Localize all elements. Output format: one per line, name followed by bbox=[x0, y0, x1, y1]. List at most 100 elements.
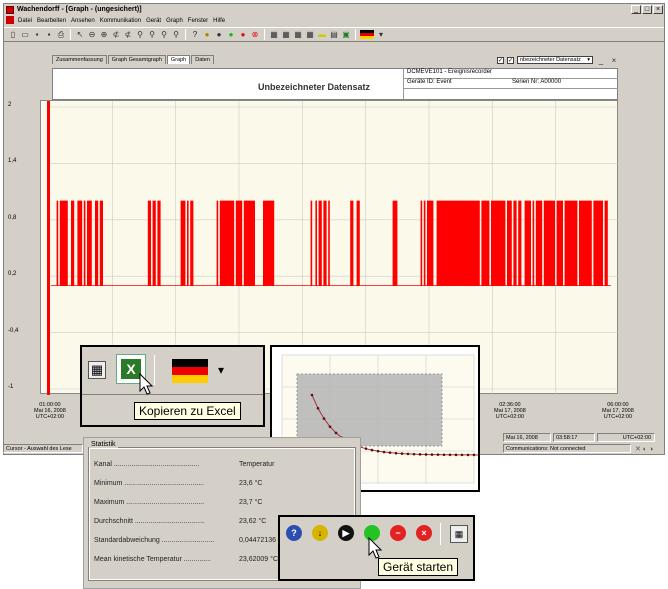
menu-datei[interactable]: Datei bbox=[18, 17, 33, 24]
stat-value: 23,6 °C bbox=[239, 480, 263, 487]
dataset-title: Unbezeichneter Datensatz bbox=[258, 82, 371, 92]
stat-row: Minimum ................................… bbox=[94, 480, 263, 487]
cancel-icon[interactable]: × bbox=[416, 525, 432, 541]
cursor-icon[interactable]: ↖ bbox=[76, 30, 84, 39]
x-tick-label: 06:00:00 Mai 17, 2008 UTC+02:00 bbox=[602, 402, 634, 420]
stat-value: 0,04472136 bbox=[239, 537, 276, 544]
y-axis-bar bbox=[47, 101, 50, 395]
status-cursor: Cursor - Auswahl des Lese bbox=[3, 444, 83, 453]
minimize-button[interactable]: _ bbox=[631, 5, 641, 14]
chevron-down-icon: ▾ bbox=[587, 57, 590, 63]
tab-gesamtgraph[interactable]: Graph Gesamtgraph bbox=[107, 55, 166, 64]
event-series-line bbox=[51, 200, 611, 286]
menu-kommunikation[interactable]: Kommunikation bbox=[99, 17, 142, 24]
play-icon[interactable]: ▶ bbox=[338, 525, 354, 541]
chevron-down-icon[interactable]: ▾ bbox=[378, 30, 383, 39]
status-bar: Cursor - Auswahl des Lese Mai 16, 2008 0… bbox=[3, 433, 665, 455]
stat-label: Standardabweichung bbox=[94, 537, 160, 544]
menu-geraet[interactable]: Gerät bbox=[146, 17, 162, 24]
chevron-down-icon[interactable]: ▾ bbox=[218, 363, 225, 377]
grid-icon[interactable]: ▦ bbox=[270, 30, 278, 39]
note-icon[interactable]: ▬ bbox=[318, 30, 326, 39]
german-flag-icon[interactable] bbox=[360, 30, 374, 39]
toolbar-separator bbox=[154, 355, 155, 385]
dataset-checkbox[interactable]: ✓ bbox=[507, 56, 514, 64]
excel-icon[interactable]: ▣ bbox=[342, 30, 350, 39]
tab-strip: Zusammenfassung Graph Gesamtgraph Graph … bbox=[52, 55, 215, 64]
stop-icon[interactable]: − bbox=[390, 525, 406, 541]
menu-ansehen[interactable]: Ansehen bbox=[71, 17, 95, 24]
status-communications: Communications: Not connected bbox=[503, 444, 631, 453]
y-tick-label: 2 bbox=[8, 102, 12, 108]
zoom-fit-icon[interactable]: ⚲ bbox=[161, 30, 167, 39]
grid-icon[interactable]: ▦ bbox=[294, 30, 302, 39]
curve-point bbox=[370, 448, 374, 452]
x-tick-label: 01:00:00 Mai 16, 2008 UTC+02:00 bbox=[34, 402, 66, 420]
stat-label: Minimum bbox=[94, 480, 123, 487]
status-date: Mai 16, 2008 bbox=[503, 433, 551, 442]
stat-value: Temperatur bbox=[239, 461, 275, 468]
window-controls: _ □ × bbox=[631, 5, 663, 14]
play-icon[interactable]: ● bbox=[216, 30, 222, 39]
window-title: Wachendorff - [Graph - (ungesichert)] bbox=[17, 6, 142, 13]
dataset-dropdown[interactable]: nbezeichneter Datensatz ▾ bbox=[517, 56, 593, 64]
cancel-icon[interactable]: ⊗ bbox=[251, 30, 259, 39]
curve-point bbox=[376, 449, 380, 453]
minimize-panel-icon[interactable]: _ bbox=[598, 55, 604, 65]
zoom-y-icon[interactable]: ⊄ bbox=[124, 30, 132, 39]
curve-point bbox=[460, 453, 464, 457]
start-icon[interactable]: ● bbox=[228, 30, 234, 39]
print-icon[interactable]: ⎙ bbox=[57, 29, 65, 39]
stat-label: Mean kinetische Temperatur bbox=[94, 556, 182, 563]
maximize-button[interactable]: □ bbox=[642, 5, 652, 14]
calculator-icon[interactable]: ▤ bbox=[330, 30, 338, 39]
save-all-icon[interactable]: ▪ bbox=[47, 30, 51, 39]
curve-point bbox=[322, 417, 326, 420]
tab-graph[interactable]: Graph bbox=[166, 55, 191, 64]
download-icon[interactable]: ↓ bbox=[312, 525, 328, 541]
excel-tooltip: Kopieren zu Excel bbox=[134, 402, 241, 420]
download-icon[interactable]: ● bbox=[204, 30, 210, 39]
new-icon[interactable]: ▯ bbox=[10, 30, 16, 39]
menu-graph[interactable]: Graph bbox=[166, 17, 183, 24]
statistics-group bbox=[88, 447, 356, 581]
stat-value: 23,62 °C bbox=[239, 518, 267, 525]
close-panel-icon[interactable]: × bbox=[611, 55, 617, 65]
open-icon[interactable]: ▭ bbox=[21, 30, 29, 39]
menu-hilfe[interactable]: Hilfe bbox=[213, 17, 226, 24]
close-button[interactable]: × bbox=[653, 5, 663, 14]
y-tick-label: 1,4 bbox=[8, 158, 17, 165]
curve-point bbox=[394, 451, 398, 455]
zoom-x-icon[interactable]: ⊄ bbox=[112, 30, 120, 39]
show-checkbox[interactable]: ✓ bbox=[497, 56, 504, 64]
crosshair-icon[interactable]: ⊕ bbox=[100, 30, 108, 39]
stop-icon[interactable]: ● bbox=[240, 30, 246, 39]
zoom-out-icon[interactable]: ⚲ bbox=[149, 30, 155, 39]
start-device-button[interactable] bbox=[364, 525, 380, 541]
curve-point bbox=[448, 453, 452, 457]
zoom-inset-start: ? ↓ ▶ − × ▦ Gerät starten bbox=[278, 515, 475, 581]
save-icon[interactable]: ▪ bbox=[35, 30, 39, 39]
dataset-dropdown-value: nbezeichneter Datensatz bbox=[520, 57, 581, 63]
menu-fenster[interactable]: Fenster bbox=[187, 17, 209, 24]
tab-zusammenfassung[interactable]: Zusammenfassung bbox=[52, 55, 107, 64]
statistics-panel: Statistik Kanal ........................… bbox=[83, 437, 361, 589]
toolbar: ▯ ▭ ▪ ▪ ⎙ ↖ ⊖ ⊕ ⊄ ⊄ ⚲ ⚲ ⚲ ⚲ ? ● ● ● ● ⊗ … bbox=[4, 27, 664, 42]
zoom-icon[interactable]: ⊖ bbox=[88, 30, 96, 39]
calculator-icon[interactable]: ▦ bbox=[88, 361, 106, 379]
stat-label: Durchschnitt bbox=[94, 518, 133, 525]
y-tick-label: 0,8 bbox=[8, 214, 17, 221]
german-flag-icon[interactable] bbox=[172, 359, 208, 383]
zoom-reset-icon[interactable]: ⚲ bbox=[173, 30, 179, 39]
help-icon[interactable]: ? bbox=[192, 30, 198, 39]
zoom-in-icon[interactable]: ⚲ bbox=[137, 30, 143, 39]
help-icon[interactable]: ? bbox=[286, 525, 302, 541]
grid-icon[interactable]: ▦ bbox=[282, 30, 290, 39]
grid-icon[interactable]: ▦ bbox=[306, 30, 314, 39]
grid-icon[interactable]: ▦ bbox=[450, 525, 468, 543]
title-bar: Wachendorff - [Graph - (ungesichert)] bbox=[4, 4, 664, 15]
menu-bearbeiten[interactable]: Bearbeiten bbox=[37, 17, 67, 24]
curve-point bbox=[454, 453, 458, 457]
zoom-inset-curve bbox=[270, 345, 480, 492]
tab-daten[interactable]: Daten bbox=[191, 55, 214, 64]
